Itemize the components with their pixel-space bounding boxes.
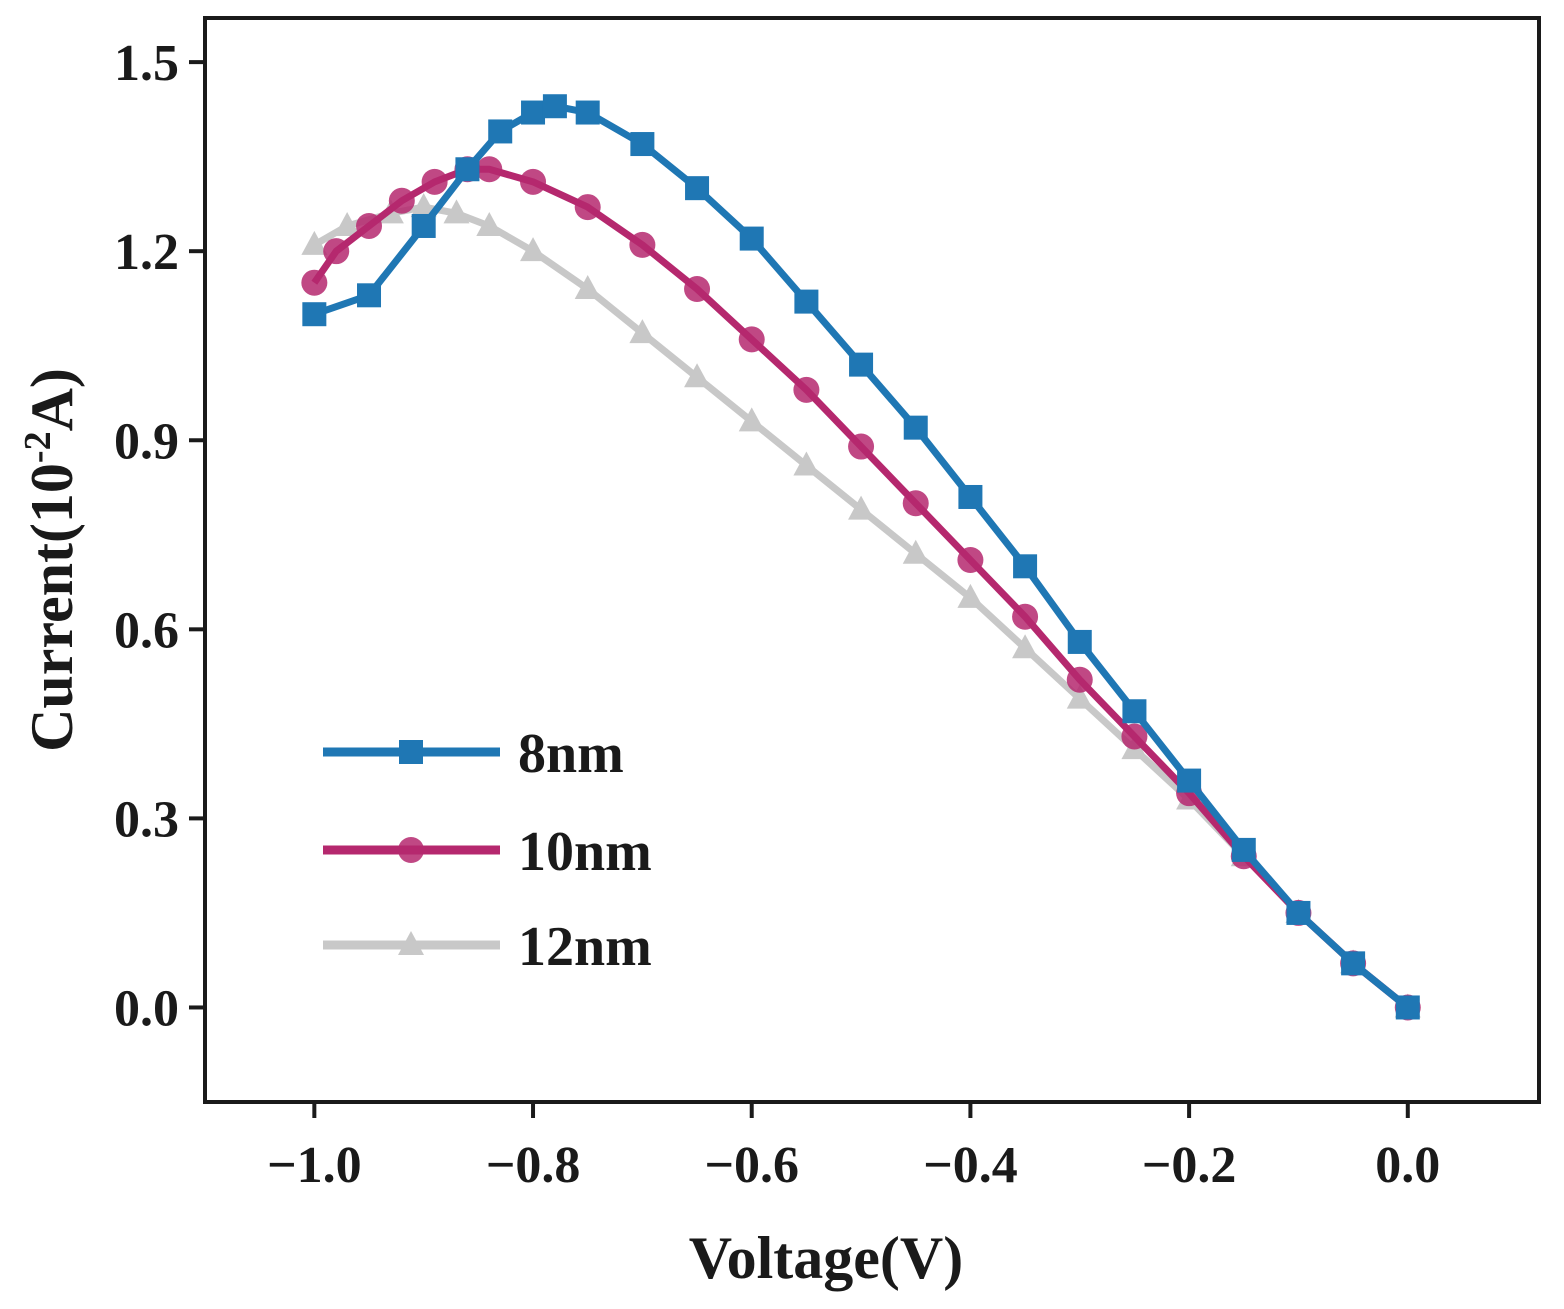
data-point [334, 211, 361, 236]
data-point [301, 230, 328, 255]
legend-item-12nm: 12nm [323, 916, 652, 978]
data-point [520, 168, 547, 195]
data-point [357, 283, 382, 308]
legend-marker [399, 740, 423, 764]
y-tick-label: 1.2 [114, 224, 179, 281]
legend-item-10nm: 10nm [323, 821, 652, 883]
data-point [1395, 995, 1420, 1020]
data-point [574, 275, 601, 299]
data-point [794, 289, 819, 314]
x-tick-label: −1.0 [267, 1137, 362, 1194]
data-point [1286, 900, 1311, 925]
data-point [1066, 666, 1093, 693]
data-point [685, 176, 710, 201]
data-point [684, 363, 711, 388]
data-point [356, 212, 383, 239]
data-point [958, 484, 983, 509]
y-tick-label: 0.6 [114, 602, 179, 659]
data-point [575, 100, 600, 125]
data-point [410, 193, 437, 218]
data-point [1122, 699, 1147, 724]
data-point [629, 231, 656, 258]
series-8nm [302, 94, 1420, 1020]
y-tick-label: 1.5 [114, 35, 179, 92]
x-axis-title: Voltage(V) [689, 1225, 963, 1291]
data-point [520, 237, 547, 262]
data-point [521, 100, 546, 125]
data-point [476, 211, 503, 236]
series-layer [301, 94, 1421, 1021]
data-point [302, 302, 327, 327]
data-point [574, 194, 601, 221]
y-tick-label: 0.9 [114, 413, 179, 470]
legend-label: 12nm [518, 916, 652, 978]
y-tick-label: 0.3 [114, 791, 179, 848]
data-point [1177, 768, 1202, 793]
legend-item-8nm: 8nm [323, 723, 624, 785]
y-axis-title-end: A) [19, 368, 85, 431]
data-point [903, 415, 928, 440]
data-point [739, 226, 764, 251]
data-point [443, 199, 470, 224]
data-point [488, 119, 513, 144]
data-point [301, 269, 328, 296]
legend: 8nm 10nm 12nm [323, 723, 652, 978]
data-point [629, 319, 656, 344]
data-point [455, 157, 480, 182]
legend-label: 8nm [518, 723, 624, 785]
y-tick-label: 0.0 [114, 980, 179, 1037]
series-line [312, 203, 1410, 1011]
data-point [411, 213, 436, 238]
data-point [793, 451, 820, 476]
data-point [1121, 723, 1148, 750]
data-point [630, 132, 655, 157]
y-axis-title-main: Current(10 [19, 463, 85, 752]
data-point [957, 547, 984, 573]
data-point [849, 352, 874, 377]
legend-marker [398, 837, 424, 863]
y-axis-title-superscript: -2 [17, 431, 59, 463]
data-point [421, 168, 448, 195]
data-point [1012, 634, 1039, 659]
data-point [476, 156, 503, 183]
x-tick-label: −0.2 [1142, 1137, 1237, 1194]
data-point [793, 376, 820, 403]
series-10nm [301, 156, 1421, 1021]
x-tick-label: −0.8 [486, 1137, 581, 1194]
y-axis-ticks: 0.0 0.3 0.6 0.9 1.2 1.5 [114, 35, 205, 1037]
plot-frame [203, 16, 1541, 1104]
data-point [902, 539, 929, 564]
data-point [1012, 603, 1039, 630]
data-point [542, 94, 567, 119]
x-tick-label: 0.0 [1375, 1137, 1440, 1194]
data-point [738, 326, 765, 353]
data-point [323, 238, 350, 265]
data-point [848, 495, 875, 520]
series-12nm [301, 193, 1421, 1018]
data-point [1231, 837, 1256, 862]
x-tick-label: −0.4 [923, 1137, 1018, 1194]
data-point [738, 407, 765, 432]
data-point [957, 583, 984, 608]
data-point [388, 187, 415, 214]
data-point [1066, 684, 1093, 709]
x-axis-ticks: −1.0 −0.8 −0.6 −0.4 −0.2 0.0 [267, 1102, 1440, 1194]
data-point [1341, 951, 1366, 976]
series-line [313, 102, 1410, 1011]
y-axis-title: Current(10-2A) [17, 368, 85, 752]
data-point [902, 490, 929, 517]
x-tick-label: −0.6 [704, 1137, 799, 1194]
data-point [848, 433, 875, 460]
series-line [311, 165, 1410, 1011]
data-point [1013, 554, 1038, 579]
legend-marker [398, 931, 424, 955]
legend-label: 10nm [518, 821, 652, 883]
data-point [1067, 629, 1092, 654]
data-point [684, 276, 711, 302]
